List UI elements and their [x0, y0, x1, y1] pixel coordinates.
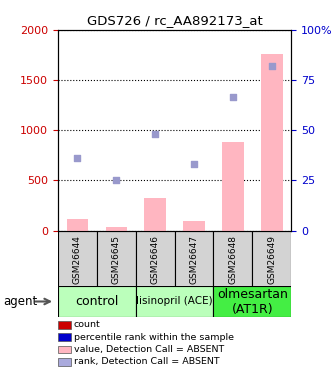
Text: lisinopril (ACE): lisinopril (ACE) — [136, 297, 213, 306]
Text: GSM26646: GSM26646 — [151, 235, 160, 284]
Point — [114, 177, 119, 183]
Bar — [67, 219, 88, 231]
Text: agent: agent — [3, 295, 37, 308]
Text: GSM26648: GSM26648 — [228, 235, 237, 284]
Point — [153, 131, 158, 137]
Bar — [97, 231, 136, 287]
Point — [191, 161, 197, 167]
Text: GSM26649: GSM26649 — [267, 235, 276, 284]
Bar — [136, 286, 213, 317]
Bar — [58, 286, 136, 317]
Bar — [58, 231, 97, 287]
Text: value, Detection Call = ABSENT: value, Detection Call = ABSENT — [74, 345, 224, 354]
Text: count: count — [74, 320, 101, 329]
Bar — [175, 231, 213, 287]
Text: percentile rank within the sample: percentile rank within the sample — [74, 333, 234, 342]
Point — [269, 63, 274, 69]
Text: GSM26647: GSM26647 — [190, 235, 199, 284]
Bar — [136, 231, 174, 287]
Text: GSM26645: GSM26645 — [112, 235, 121, 284]
Bar — [261, 54, 283, 231]
Bar — [222, 142, 244, 231]
Bar — [183, 221, 205, 231]
Bar — [106, 227, 127, 231]
Text: rank, Detection Call = ABSENT: rank, Detection Call = ABSENT — [74, 357, 219, 366]
Bar — [213, 286, 291, 317]
Title: GDS726 / rc_AA892173_at: GDS726 / rc_AA892173_at — [87, 15, 262, 27]
Bar — [252, 231, 291, 287]
Bar — [144, 198, 166, 231]
Point — [75, 155, 80, 161]
Bar — [213, 231, 252, 287]
Point — [230, 94, 236, 100]
Text: olmesartan
(AT1R): olmesartan (AT1R) — [217, 288, 288, 315]
Text: GSM26644: GSM26644 — [73, 235, 82, 284]
Text: control: control — [75, 295, 118, 308]
